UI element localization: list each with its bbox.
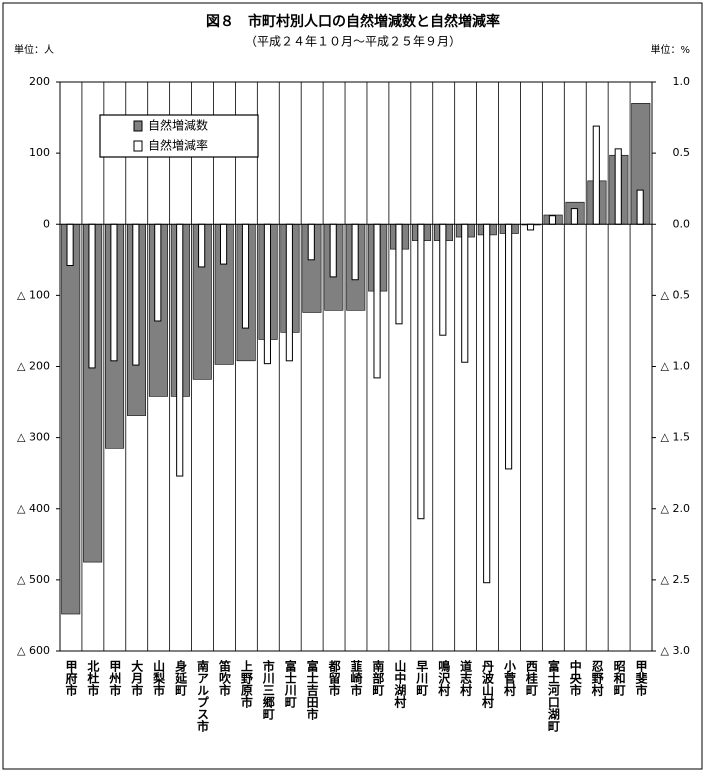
x-tick-label: 甲府市: [64, 660, 78, 697]
x-tick-label: 南アルプス市: [196, 659, 210, 733]
bar: [154, 223, 162, 322]
y-tick-label: △ 200: [17, 360, 50, 373]
x-tick-label: 西桂町: [524, 660, 538, 697]
x-tick-label: 忍野村: [590, 660, 604, 697]
bar: [570, 208, 578, 225]
x-tick-label: 大月市: [130, 659, 144, 697]
x-tick-label: 上野原市: [239, 659, 253, 709]
y-tick-label: △ 400: [17, 502, 50, 515]
x-tick-label: 昭和町: [612, 660, 626, 697]
y-tick-label: 100: [29, 146, 50, 159]
bar: [636, 189, 644, 225]
bar: [483, 223, 491, 584]
bar: [285, 223, 293, 362]
bar: [351, 223, 359, 281]
bar: [395, 223, 403, 325]
bar: [132, 223, 140, 366]
bar: [219, 223, 228, 265]
x-tick-label: 山梨市: [152, 659, 166, 697]
bar: [61, 223, 81, 615]
bar: [176, 223, 184, 477]
bar: [439, 223, 447, 336]
bar: [66, 223, 74, 267]
y2-tick-label: 0.0: [673, 217, 691, 230]
y-tick-label: △ 500: [17, 573, 50, 586]
bar: [548, 215, 557, 225]
bar: [417, 223, 425, 520]
chart-title: 図８ 市町村別人口の自然増減数と自然増減率: [206, 13, 500, 30]
y2-tick-label: △ 1.5: [661, 431, 690, 444]
bar: [461, 223, 469, 363]
y2-tick-label: △ 1.0: [661, 360, 690, 373]
x-tick-label: 南部町: [371, 659, 385, 697]
bar: [198, 223, 206, 268]
bar: [110, 223, 118, 362]
x-tick-label: 早川町: [415, 660, 429, 697]
legend-label: 自然増減数: [148, 118, 208, 133]
y2-tick-label: △ 2.0: [661, 502, 690, 515]
x-tick-label: 富士吉田市: [305, 659, 319, 721]
x-tick-label: 甲斐市: [634, 660, 648, 697]
bar: [373, 223, 381, 379]
y-unit: 単位：人: [14, 43, 54, 56]
bar: [241, 223, 250, 329]
y2-tick-label: 0.5: [673, 146, 691, 159]
plot-area: [59, 81, 653, 652]
x-tick-label: 道志村: [459, 659, 473, 697]
legend-swatch: [133, 140, 143, 152]
x-tick-label: 身延町: [174, 659, 188, 697]
y2-tick-label: △ 3.0: [661, 644, 690, 657]
y-tick-label: △ 300: [17, 431, 50, 444]
bar: [88, 223, 96, 369]
legend-label: 自然増減率: [148, 138, 208, 153]
x-tick-label: 山中湖村: [393, 659, 407, 709]
bar: [592, 125, 600, 225]
bar: [307, 223, 315, 261]
x-tick-label: 市川三郷町: [261, 659, 275, 721]
x-tick-label: 富士河口湖町: [546, 659, 560, 733]
x-tick-label: 丹波山村: [481, 660, 495, 709]
chart-subtitle: （平成２４年１０月～平成２５年９月）: [245, 35, 461, 49]
bar: [329, 223, 337, 278]
y-tick-label: △ 600: [17, 644, 50, 657]
x-tick-label: 小菅村: [502, 659, 516, 697]
y2-tick-label: 1.0: [673, 75, 691, 88]
x-tick-label: 笛吹市: [217, 659, 231, 697]
bar: [614, 148, 622, 225]
bar: [505, 223, 513, 470]
y-tick-label: 0: [43, 217, 50, 230]
x-tick-label: 都留市: [327, 659, 341, 697]
x-tick-label: 韮崎市: [349, 659, 363, 697]
y2-tick-label: △ 0.5: [661, 288, 690, 301]
bar: [526, 223, 535, 231]
y-tick-label: △ 100: [17, 288, 50, 301]
x-tick-label: 北杜市: [86, 659, 100, 697]
x-tick-label: 中央市: [568, 659, 582, 697]
legend-box: [99, 114, 259, 158]
bar: [263, 223, 271, 365]
legend-swatch: [133, 120, 143, 132]
y2-tick-label: △ 2.5: [661, 573, 690, 586]
x-tick-label: 鳴沢村: [437, 659, 451, 697]
y-tick-label: 200: [29, 75, 50, 88]
x-tick-label: 富士川町: [283, 659, 297, 709]
x-tick-label: 甲州市: [108, 660, 122, 697]
y2-unit: 単位：%: [650, 43, 690, 56]
